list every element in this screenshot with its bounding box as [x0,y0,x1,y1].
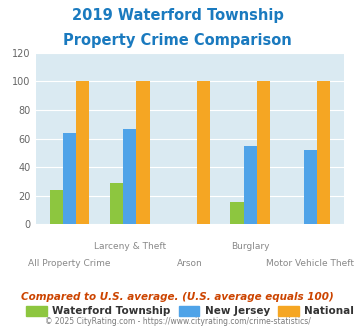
Text: Motor Vehicle Theft: Motor Vehicle Theft [267,259,354,268]
Text: Arson: Arson [177,259,203,268]
Text: Compared to U.S. average. (U.S. average equals 100): Compared to U.S. average. (U.S. average … [21,292,334,302]
Bar [110,183,123,224]
Text: All Property Crime: All Property Crime [28,259,111,268]
Bar [244,146,257,224]
Bar [197,82,210,224]
Bar [76,82,89,224]
Bar [304,150,317,224]
Bar [63,133,76,224]
Bar [50,190,63,224]
Legend: Waterford Township, New Jersey, National: Waterford Township, New Jersey, National [22,302,355,320]
Text: © 2025 CityRating.com - https://www.cityrating.com/crime-statistics/: © 2025 CityRating.com - https://www.city… [45,317,310,326]
Text: 2019 Waterford Township: 2019 Waterford Township [72,8,283,23]
Bar [257,82,270,224]
Text: Burglary: Burglary [231,242,269,250]
Text: Property Crime Comparison: Property Crime Comparison [63,33,292,48]
Text: Larceny & Theft: Larceny & Theft [94,242,166,250]
Bar [317,82,330,224]
Bar [123,129,136,224]
Bar [230,202,244,224]
Bar [136,82,149,224]
